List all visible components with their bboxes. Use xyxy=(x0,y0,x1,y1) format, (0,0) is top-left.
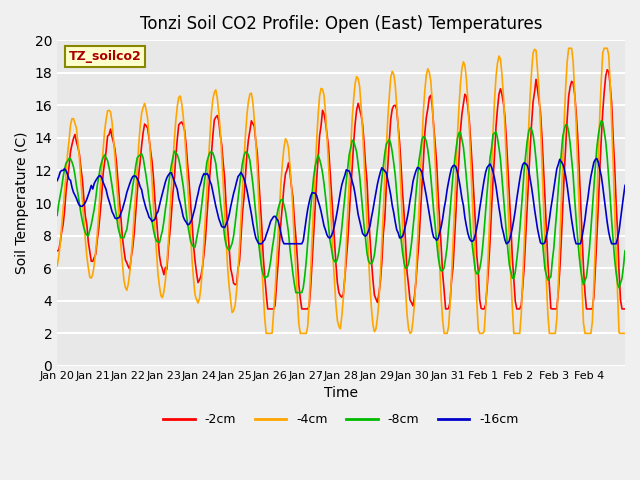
-16cm xyxy=(347,172,355,178)
-4cm xyxy=(460,59,467,65)
-8cm xyxy=(292,290,300,296)
-8cm xyxy=(460,144,467,150)
-4cm xyxy=(621,330,629,336)
-4cm xyxy=(544,312,552,318)
-16cm xyxy=(72,195,80,201)
-2cm xyxy=(620,306,627,312)
-4cm xyxy=(262,330,270,336)
-8cm xyxy=(53,213,61,218)
-4cm xyxy=(72,125,80,131)
-16cm xyxy=(53,178,61,183)
-2cm xyxy=(604,67,611,72)
Text: TZ_soilco2: TZ_soilco2 xyxy=(68,50,141,63)
-16cm xyxy=(90,180,98,186)
Line: -8cm: -8cm xyxy=(57,121,625,293)
-8cm xyxy=(544,277,552,283)
-4cm xyxy=(347,145,355,151)
-4cm xyxy=(90,262,98,268)
-4cm xyxy=(620,330,627,336)
-16cm xyxy=(544,227,552,232)
-2cm xyxy=(460,101,467,107)
-8cm xyxy=(347,145,355,151)
-2cm xyxy=(72,139,80,144)
-2cm xyxy=(90,255,98,261)
-16cm xyxy=(621,182,629,188)
-8cm xyxy=(597,118,605,124)
X-axis label: Time: Time xyxy=(324,386,358,400)
-8cm xyxy=(90,206,98,212)
Line: -2cm: -2cm xyxy=(57,70,625,309)
Line: -16cm: -16cm xyxy=(57,158,625,244)
-16cm xyxy=(460,203,467,208)
-8cm xyxy=(621,248,629,253)
-2cm xyxy=(53,248,61,253)
-8cm xyxy=(72,183,80,189)
-4cm xyxy=(53,263,61,269)
-2cm xyxy=(264,306,271,312)
Y-axis label: Soil Temperature (C): Soil Temperature (C) xyxy=(15,132,29,274)
Title: Tonzi Soil CO2 Profile: Open (East) Temperatures: Tonzi Soil CO2 Profile: Open (East) Temp… xyxy=(140,15,542,33)
-2cm xyxy=(544,260,552,265)
-4cm xyxy=(565,46,573,51)
Legend: -2cm, -4cm, -8cm, -16cm: -2cm, -4cm, -8cm, -16cm xyxy=(159,408,524,432)
-16cm xyxy=(255,241,262,247)
Line: -4cm: -4cm xyxy=(57,48,625,333)
-16cm xyxy=(593,156,601,161)
-16cm xyxy=(620,193,627,199)
-2cm xyxy=(347,186,355,192)
-8cm xyxy=(620,263,627,269)
-2cm xyxy=(621,306,629,312)
